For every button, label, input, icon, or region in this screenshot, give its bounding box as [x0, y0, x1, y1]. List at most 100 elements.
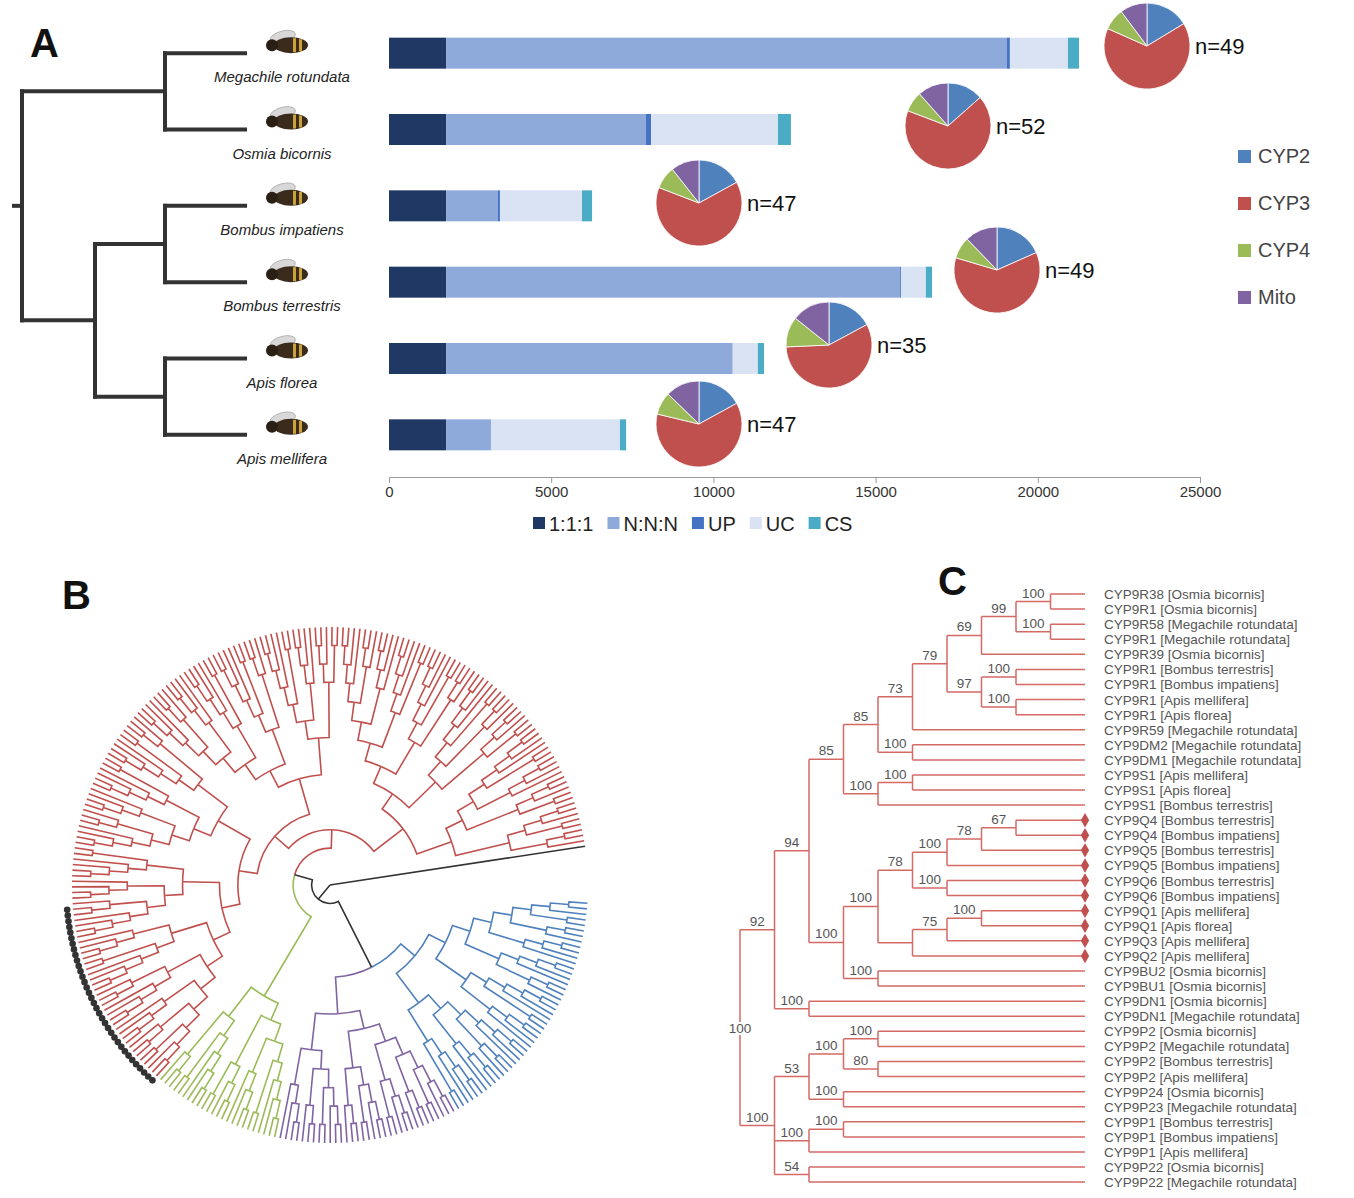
pie-annotation: n=49 [1195, 34, 1245, 59]
tick-label: 5000 [535, 483, 568, 500]
tree-branch [565, 835, 584, 839]
leaf-label: CYP9BU1 [Osmia bicornis] [1104, 979, 1266, 994]
bee-head [266, 39, 278, 51]
tree-branch [126, 1030, 141, 1043]
tree-branch [370, 713, 395, 747]
tree-branch [878, 1031, 1085, 1033]
legend-label: CS [825, 513, 853, 535]
tree-branch [364, 1122, 369, 1140]
tree-branch [377, 1119, 381, 1138]
bar-segment [778, 114, 791, 145]
tree-branch [99, 822, 118, 827]
pie-slice [919, 83, 948, 126]
tree-branch [117, 824, 152, 840]
tree-branch [366, 630, 372, 648]
tree-branch [108, 753, 125, 762]
marker [1081, 873, 1089, 887]
support-label: 75 [922, 914, 937, 929]
support-label: 54 [784, 1159, 800, 1174]
tree-branch [443, 1095, 454, 1111]
tree-branch [913, 759, 1086, 761]
leaf-label: CYP9R58 [Megachile rotundata] [1104, 617, 1298, 632]
tree-branch [426, 1103, 433, 1121]
tree-branch [913, 851, 948, 853]
tree-branch [809, 1098, 844, 1100]
tree-branch [152, 1059, 167, 1072]
panel-label: C [938, 559, 967, 603]
bar-segment [582, 190, 592, 221]
tree-branch [183, 720, 207, 752]
tree-branch [401, 639, 409, 657]
support-label: 97 [957, 676, 972, 691]
tree-branch [468, 1055, 491, 1086]
tree-branch [310, 1105, 314, 1124]
bee-body [274, 37, 308, 53]
tree-branch [1016, 669, 1085, 671]
highlight-dot [69, 941, 76, 948]
bar-segment [901, 267, 926, 298]
tree-branch [345, 1068, 353, 1106]
tick: 0 [385, 477, 393, 500]
leaf-label: CYP9P2 [Bombus terrestris] [1104, 1054, 1273, 1069]
panel-label: A [30, 21, 59, 65]
tree-branch [393, 675, 399, 694]
support-label: 100 [746, 1110, 769, 1125]
tree-branch [255, 638, 266, 674]
tree-branch [372, 1101, 379, 1119]
tree-branch [1016, 684, 1085, 686]
tree-branch [556, 963, 574, 969]
legend-swatch [809, 517, 821, 529]
pie [656, 160, 742, 246]
tree-branch [913, 887, 948, 889]
tree-branch [155, 972, 171, 987]
tree-branch [80, 939, 117, 948]
bar-segment [389, 190, 446, 221]
tree-branch [549, 782, 567, 789]
tree-branch [234, 646, 243, 663]
tree-branch [114, 744, 145, 767]
marker [1081, 934, 1089, 948]
clade [280, 967, 454, 1143]
tree-branch [295, 1085, 299, 1104]
tree-branch [319, 1124, 322, 1142]
figure: ABC05000100001500020000250001:1:1N:N:NUP… [0, 0, 1354, 1198]
tree-branch [148, 797, 167, 805]
tree-branch [323, 664, 329, 682]
tree-branch [131, 721, 145, 735]
bee-stripe [293, 191, 296, 205]
clade [372, 902, 588, 1109]
bar-segment [446, 419, 491, 450]
marker [1081, 919, 1089, 933]
tree-branch [947, 635, 982, 637]
tree-branch [380, 636, 398, 689]
tree-branch [109, 868, 128, 872]
tree-branch [154, 697, 169, 710]
tree-branch [354, 1123, 359, 1141]
support-label: 100 [815, 1083, 838, 1098]
highlight-dot [71, 946, 78, 953]
tree-branch [435, 743, 447, 762]
tick: 25000 [1180, 477, 1222, 500]
leaf-label: CYP9P22 [Megachile rotundata] [1104, 1175, 1297, 1190]
tree-branch [351, 1123, 354, 1142]
axis-line [390, 477, 1201, 478]
pie-annotation: n=35 [877, 333, 927, 358]
leaf-label: CYP9Q1 [Apis florea] [1104, 919, 1232, 934]
tree-branch [133, 925, 171, 934]
tree-branch [443, 725, 454, 743]
tree-branch [277, 1081, 281, 1100]
tree-branch [396, 1054, 409, 1091]
bar-segment [446, 267, 900, 298]
tree-branch [419, 995, 441, 1009]
tree-branch [22, 89, 165, 93]
tree-branch [546, 930, 582, 942]
tree-branch [531, 905, 550, 910]
tree-branch [492, 912, 512, 922]
tree-branch [1016, 835, 1085, 837]
tree-branch [137, 1042, 151, 1056]
tree-branch [530, 1014, 547, 1024]
tree-branch [947, 895, 1085, 897]
tree-branch [518, 956, 537, 962]
tick: 15000 [855, 477, 897, 500]
tree-branch [1051, 593, 1086, 595]
